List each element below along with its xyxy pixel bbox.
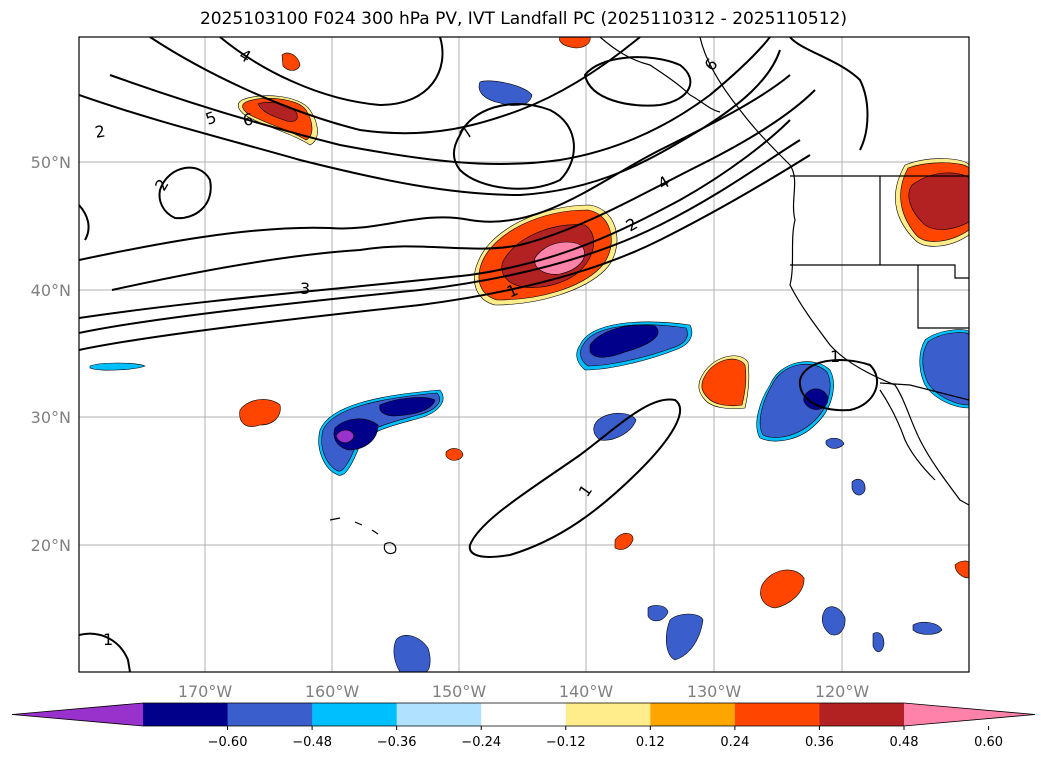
positive-anomaly-far-east — [954, 560, 969, 579]
colorbar-segment — [481, 703, 567, 726]
contour-2-low — [158, 166, 212, 220]
longitude-label: 120°W — [815, 682, 870, 701]
alaska-coast — [599, 37, 721, 113]
positive-anomaly-small-1 — [281, 52, 301, 71]
negative-anomaly-small-3 — [851, 478, 866, 496]
negative-anomaly-south-4 — [872, 632, 885, 653]
negative-anomaly-south-1 — [666, 613, 704, 661]
contour-1-south — [468, 398, 681, 558]
colorbar-segment — [650, 703, 736, 726]
longitude-label: 130°W — [687, 682, 742, 701]
contour-band-3 — [79, 119, 791, 319]
negative-anomaly-east — [756, 361, 834, 442]
negative-anomaly-north — [478, 80, 533, 106]
positive-anomaly-east-mid — [698, 355, 750, 410]
longitude-label: 150°W — [432, 682, 487, 701]
positive-anomaly-southeast — [760, 569, 805, 609]
contour-band-1 — [79, 154, 811, 351]
contour-band-6 — [79, 49, 781, 197]
colorbar-tick-label: 0.60 — [974, 735, 1003, 750]
longitude-label: 170°W — [178, 682, 233, 701]
negative-anomaly-southwest — [393, 635, 431, 672]
negative-anomaly-west — [318, 389, 444, 476]
colorbar-segment — [143, 703, 229, 726]
positive-anomaly-small-2 — [445, 448, 464, 461]
coastlines — [329, 37, 969, 555]
negative-anomaly-south-3 — [821, 606, 846, 636]
contour-band-2 — [79, 139, 801, 334]
colorbar-extend-max — [904, 703, 1035, 726]
colorbar-segment — [396, 703, 482, 726]
baja-california-coast — [879, 389, 936, 481]
state-border-mid — [790, 264, 969, 279]
colorbar-segment — [565, 703, 651, 726]
colorbar-tick-label: −0.60 — [208, 735, 248, 750]
negative-anomaly-central — [576, 321, 693, 371]
colorbar-tick-label: 0.12 — [636, 735, 665, 750]
map-title: 2025103100 F024 300 hPa PV, IVT Landfall… — [199, 9, 847, 29]
contour-label: 3 — [300, 279, 310, 298]
pv-contours — [79, 37, 879, 672]
colorbar-segment — [312, 703, 398, 726]
positive-anomaly-top — [559, 37, 591, 49]
map-background — [79, 37, 969, 672]
hawaii-islands — [329, 517, 397, 555]
colorbar-outline — [11, 702, 1036, 727]
colorbar-segment — [734, 703, 820, 726]
contour-label: 6 — [241, 109, 254, 129]
latitude-label: 40°N — [31, 281, 71, 300]
us-mexico-border — [879, 382, 969, 401]
north-america-coast — [699, 37, 969, 506]
contour-band-8 — [149, 37, 641, 135]
contour-1-east — [798, 359, 879, 412]
colorbar-tick-label: −0.24 — [461, 735, 501, 750]
negative-anomaly-south-5 — [912, 621, 943, 635]
colorbar-segment — [819, 703, 905, 726]
contour-upper-right — [789, 37, 869, 151]
colorbar-tick-label: −0.36 — [377, 735, 417, 750]
longitude-label: 160°W — [305, 682, 360, 701]
contour-1-southwest — [79, 632, 131, 672]
contour-band-7 — [109, 37, 771, 166]
colorbar-tick-label: 0.36 — [805, 735, 834, 750]
positive-anomaly-central — [474, 204, 618, 306]
negative-anomaly-coast — [919, 329, 969, 409]
contour-7-high — [453, 103, 575, 190]
longitude-label: 140°W — [559, 682, 614, 701]
contour-label: 2 — [93, 121, 106, 141]
positive-anomaly-small-3 — [614, 532, 634, 550]
latitude-labels: 50°N 40°N 30°N 20°N — [31, 153, 71, 555]
contour-label: 1 — [103, 630, 113, 649]
pv-shading — [89, 37, 969, 672]
latitude-label: 50°N — [31, 153, 71, 172]
contour-6-high — [583, 56, 692, 107]
negative-anomaly-far-west — [89, 362, 146, 371]
longitude-labels: 170°W 160°W 150°W 140°W 130°W 120°W — [178, 682, 870, 701]
contour-1-west-edge — [79, 204, 90, 241]
negative-anomaly-small-2 — [825, 437, 845, 449]
colorbar-tick-label: 0.48 — [890, 735, 919, 750]
colorbar-tick-label: −0.12 — [546, 735, 586, 750]
latitude-label: 30°N — [31, 408, 71, 427]
state-border-south — [917, 265, 969, 329]
colorbar-segment — [227, 703, 313, 726]
colorbar-extend-min — [12, 703, 143, 726]
negative-anomaly-south-2 — [647, 605, 669, 622]
contour-band-9 — [219, 37, 444, 107]
latitude-label: 20°N — [31, 536, 71, 555]
positive-anomaly-northeast — [895, 158, 969, 247]
colorbar: −0.60 −0.48 −0.36 −0.24 −0.12 0.12 0.24 0.36 0.4… — [11, 702, 1036, 750]
map-frame — [78, 36, 970, 673]
colorbar-tick-label: 0.24 — [720, 735, 749, 750]
contour-band-4 — [111, 89, 816, 291]
contour-label: 1 — [830, 347, 840, 366]
positive-anomaly-west — [239, 399, 281, 427]
colorbar-tick-label: −0.48 — [292, 735, 332, 750]
